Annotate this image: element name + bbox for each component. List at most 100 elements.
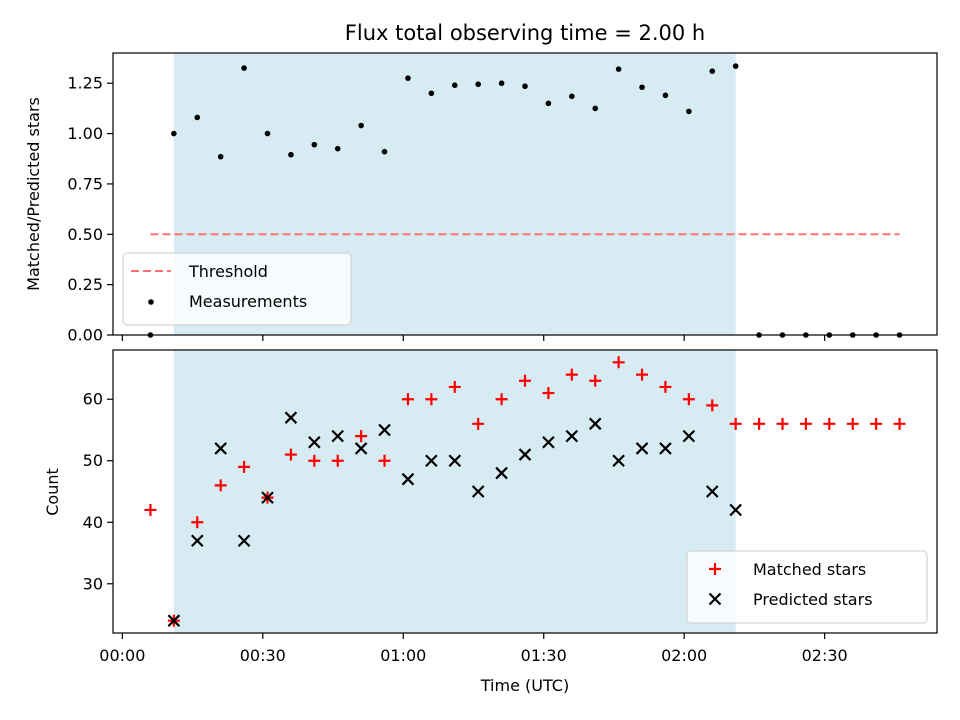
matched-star-point — [870, 417, 883, 430]
predicted-star-point — [401, 472, 415, 486]
matched-star-point — [612, 356, 625, 369]
predicted-star-point — [612, 454, 625, 468]
measurement-point — [194, 114, 201, 121]
predicted-star-point — [167, 614, 181, 627]
y-tick-label: 40 — [83, 513, 103, 532]
predicted-star-point — [237, 534, 251, 547]
x-tick-label: 02:00 — [661, 646, 707, 665]
predicted-star-point — [378, 423, 391, 437]
matched-star-point — [519, 374, 531, 387]
matched-star-point — [355, 430, 368, 443]
y-tick-label: 30 — [83, 574, 103, 593]
matched-star-point — [659, 380, 672, 393]
count-observing-window — [173, 350, 736, 633]
measurement-point — [615, 66, 622, 72]
predicted-star-point — [495, 466, 508, 480]
x-tick-label: 00:00 — [99, 646, 145, 665]
count-legend: Matched stars Predicted stars — [686, 550, 928, 624]
predicted-star-point — [261, 491, 274, 504]
measurement-point — [662, 92, 669, 99]
legend-matched-marker — [709, 563, 721, 575]
matched-star-point — [823, 417, 836, 430]
predicted-star-point — [518, 448, 532, 461]
count-y-axis-label: Count — [43, 468, 62, 516]
measurement-point — [545, 100, 552, 107]
matched-star-point — [893, 417, 906, 430]
matched-star-point — [706, 399, 719, 412]
measurement-point — [475, 81, 481, 88]
matched-star-point — [401, 393, 414, 406]
matched-star-point — [565, 368, 578, 381]
predicted-star-point — [190, 534, 204, 547]
matched-star-point — [636, 368, 649, 381]
matched-star-point — [308, 454, 321, 467]
count-series-1 — [167, 411, 742, 627]
ratio-y-axis-label: Matched/Predicted stars — [24, 97, 43, 291]
matched-star-point — [846, 417, 859, 430]
measurement-point — [381, 148, 388, 155]
matched-star-point — [472, 417, 485, 430]
measurement-point — [428, 90, 435, 97]
matched-star-point — [144, 503, 157, 516]
measurement-point — [171, 130, 177, 137]
measurement-point — [288, 151, 294, 158]
y-tick-label: 1.00 — [67, 124, 103, 143]
ratio-axes-frame — [112, 52, 938, 336]
measurement-point — [592, 105, 599, 112]
legend-box — [686, 550, 928, 624]
matched-star-point — [753, 417, 766, 430]
matched-star-point — [214, 479, 227, 492]
y-tick-label: 0.50 — [67, 225, 103, 244]
predicted-star-point — [729, 503, 742, 517]
measurement-point — [405, 75, 411, 81]
matched-star-point — [729, 417, 742, 430]
y-tick-label: 50 — [83, 451, 103, 470]
predicted-star-point — [542, 436, 555, 449]
matched-star-point — [542, 387, 555, 400]
matched-star-point — [495, 393, 508, 406]
predicted-star-point — [308, 436, 321, 449]
predicted-star-point — [284, 411, 298, 424]
measurement-point — [522, 83, 528, 90]
ratio-legend: Threshold Measurements — [122, 252, 352, 326]
matched-star-point — [682, 393, 695, 406]
y-tick-label: 0.00 — [67, 326, 103, 345]
matched-star-point — [191, 516, 204, 529]
x-tick-label: 01:00 — [380, 646, 426, 665]
y-tick-label: 60 — [83, 390, 103, 409]
measurement-point — [217, 153, 224, 160]
measurement-point — [569, 93, 575, 100]
predicted-star-point — [705, 485, 719, 498]
matched-star-point — [425, 393, 438, 406]
predicted-star-point — [635, 442, 649, 455]
count-panel: 30 40 50 60 00:00 00:30 01:00 01:30 02:00 02:30 Ma… — [83, 349, 938, 665]
measurement-point — [639, 84, 645, 91]
measurement-point — [709, 68, 716, 74]
count-series-0 — [144, 356, 906, 627]
x-axis-label: Time (UTC) — [480, 676, 569, 695]
predicted-star-point — [588, 417, 602, 431]
measurement-point — [311, 141, 318, 148]
matched-star-point — [331, 454, 344, 467]
predicted-star-point — [214, 442, 227, 455]
matched-star-point — [378, 454, 391, 467]
x-tick-label: 02:30 — [802, 646, 848, 665]
y-tick-label: 0.25 — [67, 275, 103, 294]
y-tick-label: 1.25 — [67, 74, 103, 93]
ratio-series-1 — [147, 63, 903, 338]
matched-star-point — [238, 460, 251, 473]
legend-entry-label: Predicted stars — [753, 590, 873, 609]
legend-entry-label: Matched stars — [753, 560, 866, 579]
x-tick-label: 01:30 — [521, 646, 567, 665]
predicted-star-point — [682, 429, 696, 443]
predicted-star-point — [425, 454, 438, 468]
legend-entry-label: Threshold — [188, 262, 268, 281]
legend-predicted-marker — [708, 592, 722, 606]
predicted-star-point — [448, 454, 462, 468]
predicted-star-point — [331, 429, 345, 443]
matched-star-point — [448, 380, 461, 393]
legend-box — [122, 252, 352, 326]
predicted-star-point — [659, 442, 672, 455]
matched-star-point — [284, 448, 297, 461]
predicted-star-point — [471, 485, 485, 498]
